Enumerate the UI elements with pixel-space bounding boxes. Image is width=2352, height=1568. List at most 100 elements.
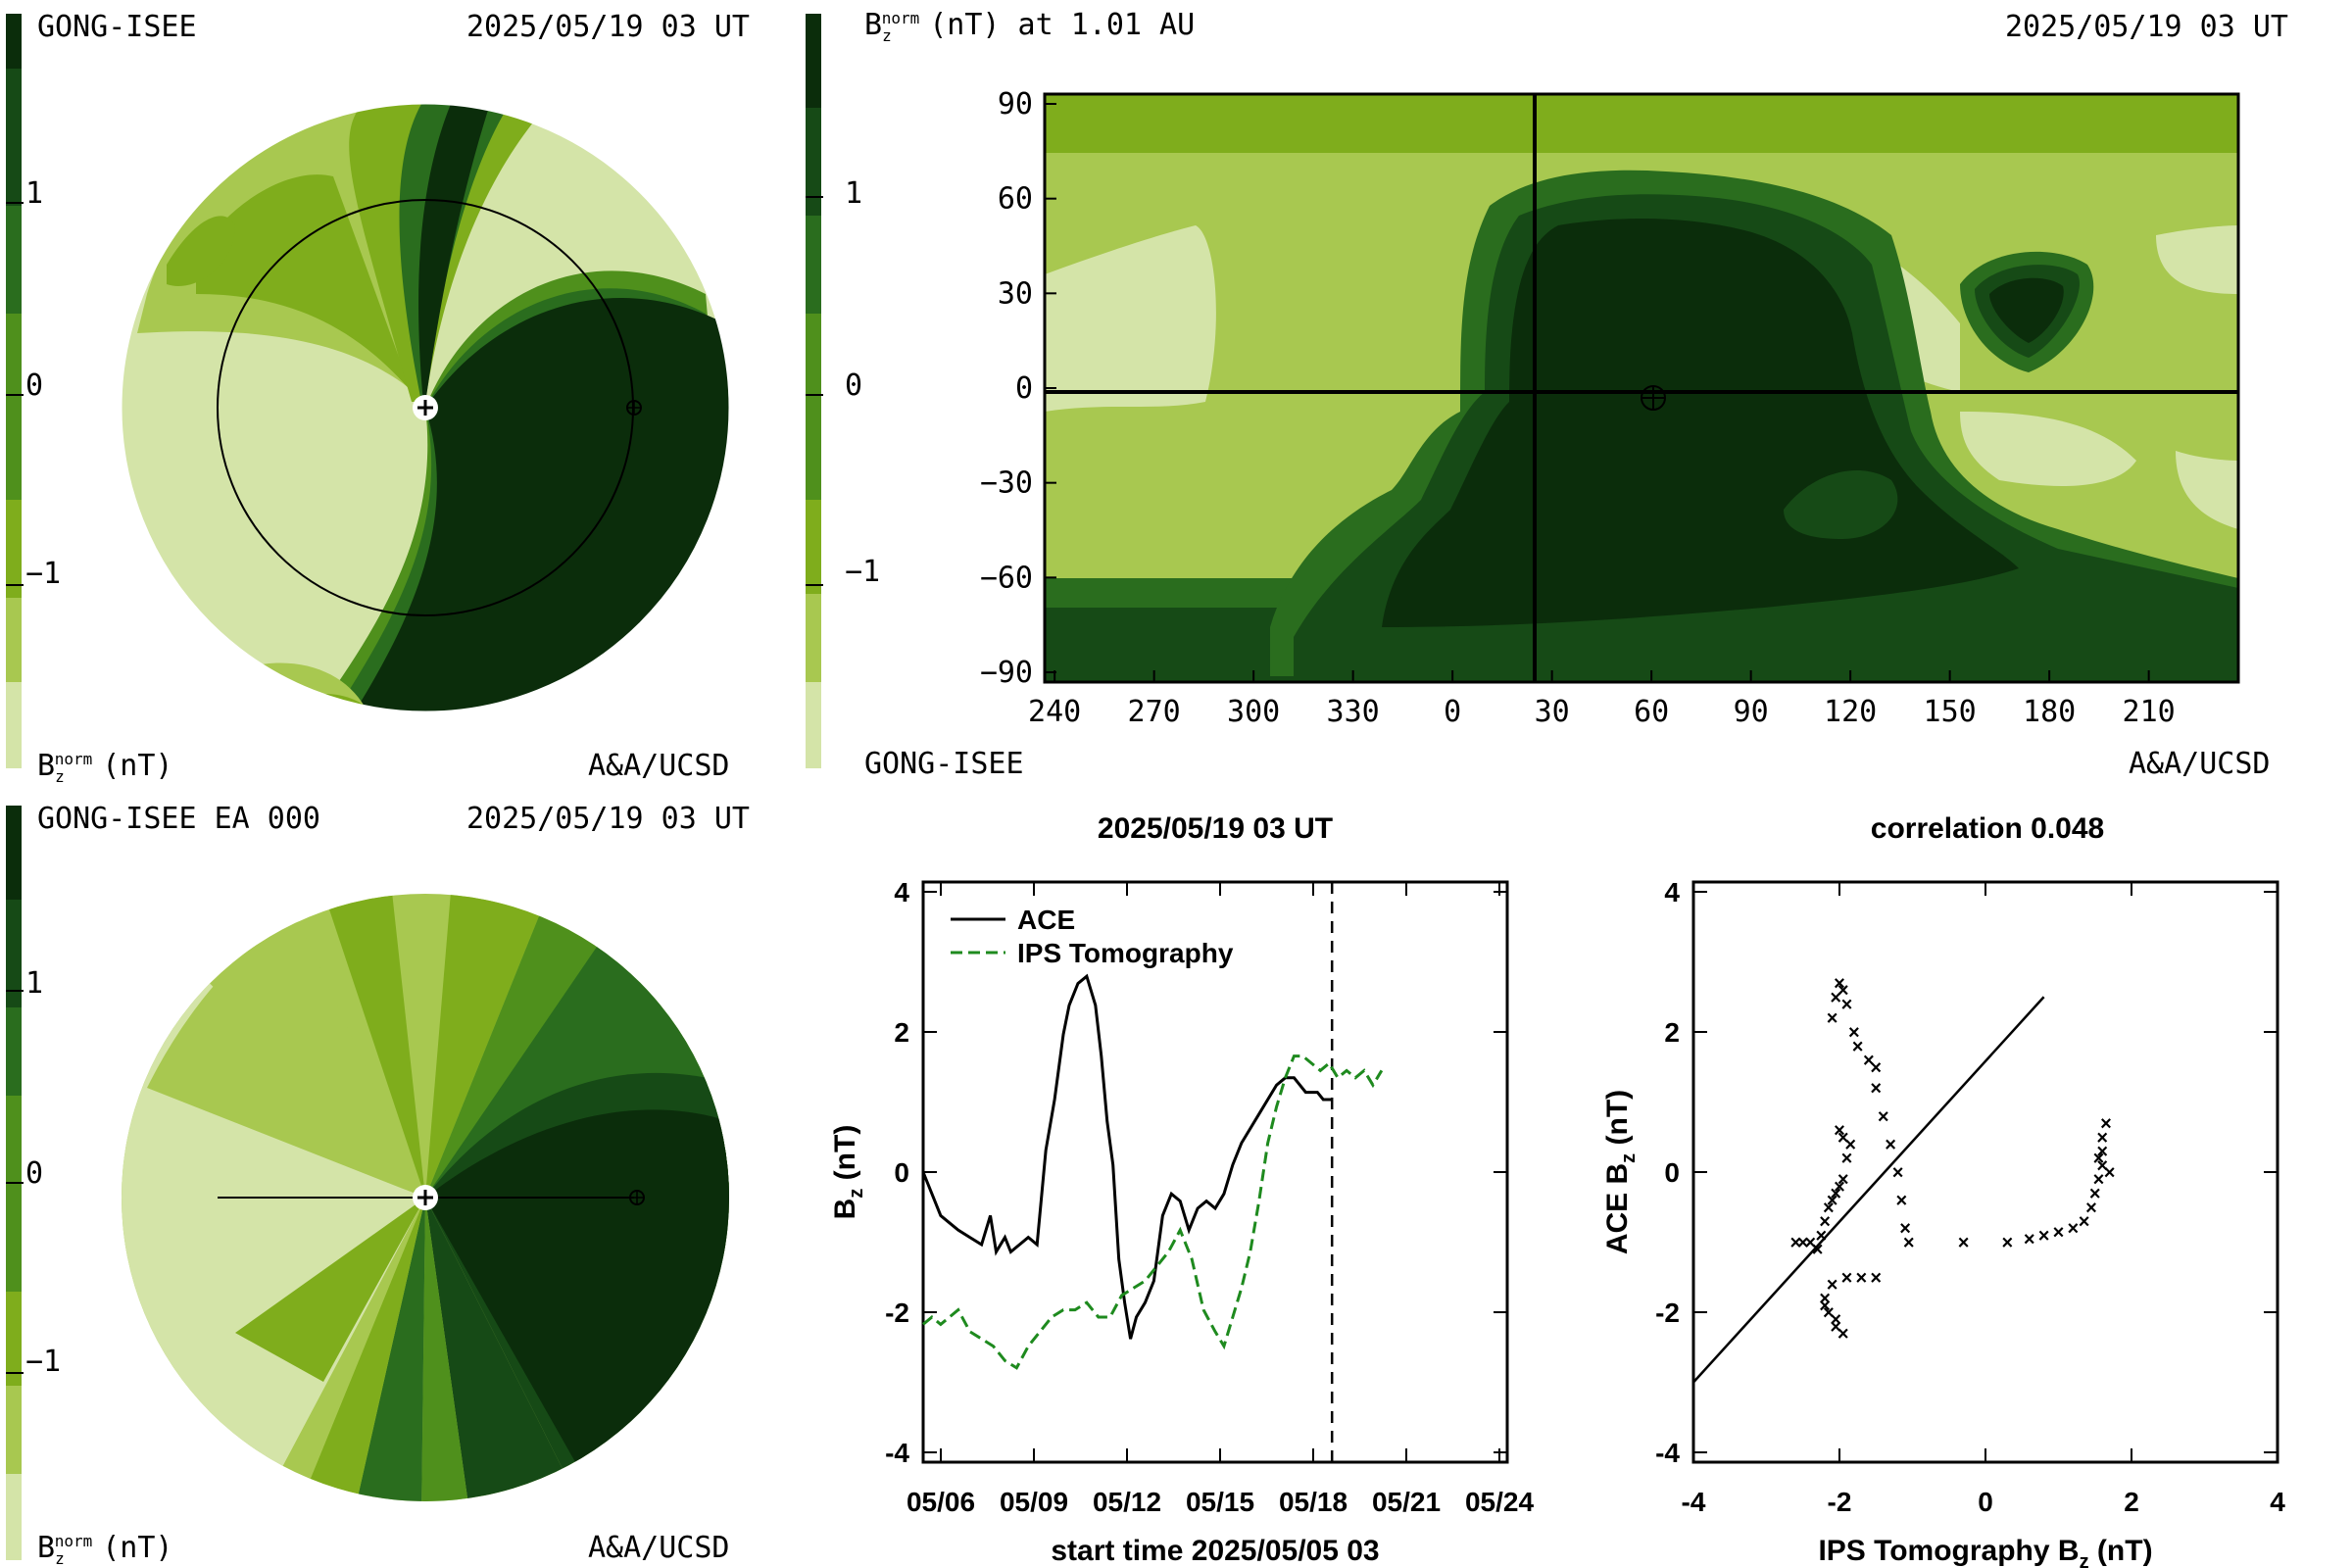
x-tick-label: 0 — [1978, 1487, 1993, 1517]
scatter-point: × — [2093, 1149, 2105, 1170]
scatter-point: × — [1834, 1176, 1845, 1198]
scatter-point: × — [1812, 1240, 1824, 1261]
y-tick-label: −30 — [980, 466, 1033, 501]
x-tick-label: 300 — [1227, 695, 1280, 729]
scatter-point: × — [1827, 1008, 1838, 1030]
scatter-point: × — [1830, 1309, 1841, 1331]
legend-ace: ACE — [1017, 905, 1075, 935]
credit-label: A&A/UCSD — [2129, 747, 2271, 781]
x-tick-label: 210 — [2123, 695, 2176, 729]
scatter-point: × — [1844, 1134, 1856, 1155]
scatter-point: × — [1863, 1051, 1875, 1072]
scatter-point: × — [2038, 1225, 2050, 1247]
scatter-point: × — [2079, 1211, 2090, 1233]
scatter-point: × — [2085, 1198, 2097, 1219]
scatter-point: × — [1797, 1233, 1809, 1254]
y-tick-label: 4 — [894, 877, 909, 907]
colorbar — [6, 806, 22, 1560]
cbar-tick-label: 1 — [845, 176, 863, 211]
x-tick-label: 05/21 — [1372, 1487, 1441, 1517]
scatter-point: × — [1841, 994, 1853, 1015]
colorbar — [806, 14, 821, 768]
scatter-point: × — [1789, 1233, 1801, 1254]
scatter-point: × — [2096, 1127, 2108, 1149]
chart-title: correlation 0.048 — [1871, 812, 2104, 845]
colorbar-title: Bznorm (nT) — [37, 749, 173, 786]
y-tick-label: 2 — [894, 1017, 909, 1048]
x-tick-label: 240 — [1028, 695, 1081, 729]
scatter-point: × — [1899, 1218, 1911, 1240]
y-tick-label: -2 — [885, 1298, 909, 1328]
legend-ips: IPS Tomography — [1017, 938, 1234, 968]
x-tick-label: -4 — [1682, 1487, 1706, 1517]
panel-latlon-map: 1 0 −1 Bznorm (nT) at 1.01 AU 2025/05/19 … — [784, 0, 2352, 794]
x-tick-label: -2 — [1828, 1487, 1852, 1517]
scatter-point: × — [1841, 1267, 1853, 1289]
scatter-point: × — [1838, 1323, 1849, 1345]
y-tick-label: 0 — [1664, 1157, 1680, 1188]
y-tick-label: 0 — [894, 1157, 909, 1188]
credit-label: A&A/UCSD — [588, 1531, 730, 1565]
scatter-point: × — [1823, 1198, 1835, 1219]
x-tick-label: 05/09 — [1000, 1487, 1068, 1517]
scatter-point: × — [1841, 1149, 1853, 1170]
scatter-point: × — [1830, 1183, 1841, 1204]
scatter-point: × — [1852, 1036, 1864, 1057]
x-tick-label: 180 — [2023, 695, 2076, 729]
scatter-point: × — [1819, 1211, 1831, 1233]
x-tick-label: 05/12 — [1093, 1487, 1161, 1517]
scatter-point: × — [1830, 987, 1841, 1008]
panel-polar-map: 1 0 −1 GONG-ISEE 2025/05/19 03 UT Bznorm… — [0, 0, 784, 794]
ecliptic-map — [122, 894, 729, 1501]
unit-label: (nT) — [102, 1531, 173, 1565]
scatter-point: × — [1804, 1233, 1816, 1254]
scatter-point: × — [1838, 1169, 1849, 1191]
timestamp: 2025/05/19 03 UT — [2005, 10, 2288, 44]
polar-map — [121, 103, 730, 712]
cbar-tick-label: −1 — [845, 555, 881, 589]
scatter-point: × — [1892, 1162, 1904, 1184]
y-tick-label: −90 — [980, 656, 1033, 690]
fit-line — [1692, 996, 2045, 1384]
cbar-tick-label: 0 — [845, 368, 863, 403]
scatter-point: × — [2100, 1113, 2112, 1135]
scatter-point: × — [1870, 1267, 1882, 1289]
scatter-point: × — [1848, 1022, 1860, 1044]
scatter-point: × — [1870, 1078, 1882, 1100]
scatter-point: × — [2104, 1162, 2116, 1184]
scatter-point: × — [1827, 1191, 1838, 1212]
x-axis-label: start time 2025/05/05 03 — [1051, 1535, 1379, 1567]
scatter-point: × — [2096, 1155, 2108, 1177]
scatter-point: × — [2096, 1142, 2108, 1163]
colorbar-title: Bznorm (nT) — [37, 1531, 173, 1568]
scatter-point: × — [1838, 1127, 1849, 1149]
unit-label: (nT) — [102, 749, 173, 783]
scatter-point: × — [1895, 1191, 1907, 1212]
scatter-point: × — [1819, 1296, 1831, 1317]
x-tick-label: 90 — [1734, 695, 1769, 729]
x-tick-label: 05/24 — [1465, 1487, 1534, 1517]
y-tick-label: 0 — [1015, 371, 1033, 406]
x-tick-label: 0 — [1444, 695, 1461, 729]
x-tick-label: 270 — [1128, 695, 1181, 729]
scatter-point: × — [1885, 1134, 1896, 1155]
source-label: GONG-ISEE — [37, 10, 197, 44]
credit-label: A&A/UCSD — [588, 749, 730, 783]
scatter-point: × — [2024, 1229, 2035, 1250]
scatter-point: × — [2068, 1218, 2080, 1240]
timeseries-chart: 2025/05/19 03 UT 05/06 05/09 05/12 05/15 05/… — [829, 812, 1534, 1567]
y-axis-label: ACE Bz (nT) — [1601, 1090, 1640, 1254]
y-tick-label: -2 — [1655, 1298, 1680, 1328]
y-tick-label: 90 — [998, 87, 1033, 122]
series-ace — [921, 973, 1333, 1340]
x-tick-label: 05/18 — [1279, 1487, 1348, 1517]
scatter-point: × — [1827, 1274, 1838, 1296]
scatter-point: × — [1903, 1233, 1915, 1254]
source-label: GONG-ISEE EA 000 — [37, 802, 320, 836]
latlon-heatmap: 240 270 300 330 0 30 60 90 120 150 180 2109060300−3… — [980, 87, 2240, 729]
scatter-point: × — [2089, 1183, 2101, 1204]
scatter-point: × — [1823, 1302, 1835, 1324]
cbar-tick-label: −1 — [25, 1345, 62, 1379]
scatter-point: × — [1816, 1225, 1828, 1247]
